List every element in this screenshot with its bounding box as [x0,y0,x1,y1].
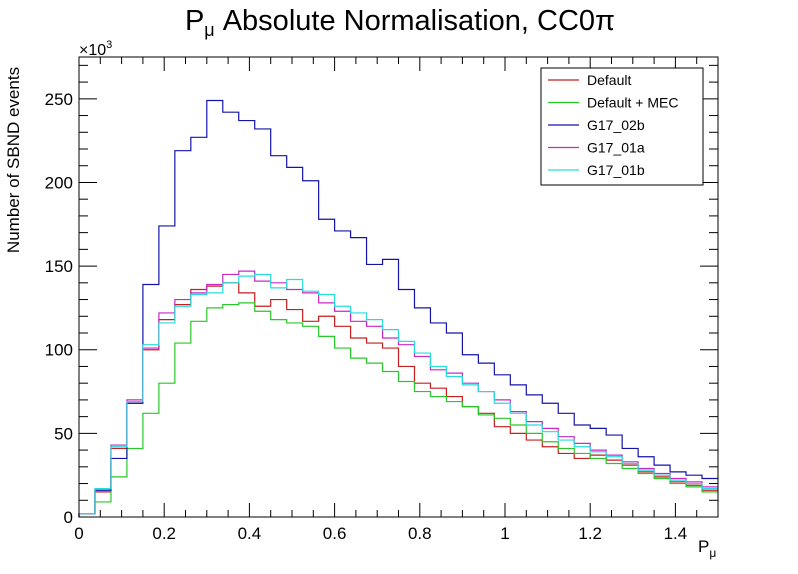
legend-box [540,67,704,186]
legend-label: G17_01a [587,140,645,156]
chart-title-rest: Absolute Normalisation, CC0π [215,5,615,37]
y-tick-label: 0 [64,508,73,527]
series-line-g17-01b [78,273,718,517]
x-tick-label: 0.4 [238,524,262,543]
x-tick-label: 0.6 [323,524,347,543]
x-tick-label: 1.4 [664,524,688,543]
x-tick-label: 0 [74,524,83,543]
x-tick-label: 0.8 [408,524,432,543]
legend-label: Default [587,72,631,88]
x-axis-label-subscript: μ [709,546,716,560]
x-tick-label: 1.2 [578,524,602,543]
x-axis-label: Pμ [698,537,716,560]
plot-area [78,99,718,517]
legend: Default Default + MEC G17_02b G17_01a G17_01… [540,67,704,186]
series-line-default-mec [78,302,718,517]
legend-label: Default + MEC [587,95,678,111]
legend-label: G17_01b [587,162,645,178]
legend-label: G17_02b [587,117,645,133]
y-axis-label: Number of SBND events [4,67,23,253]
y-axis-multiplier: ×103 [79,39,112,59]
y-tick-label: 100 [45,341,73,360]
chart-title-subscript: μ [204,20,214,40]
x-tick-label: 1 [500,524,509,543]
y-tick-label: 50 [54,424,73,443]
series-line-g17-02b [78,99,718,517]
y-tick-label: 200 [45,173,73,192]
y-tick-label: 250 [45,90,73,109]
y-tick-label: 150 [45,257,73,276]
chart-title: Pμ Absolute Normalisation, CC0π [185,5,615,40]
y-axis-multiplier-exponent: 3 [106,39,112,51]
x-tick-label: 0.2 [152,524,176,543]
axes: 0 0.2 0.4 0.6 0.8 1 1.2 1.4 0 50 100 150 200 250 [45,56,719,543]
